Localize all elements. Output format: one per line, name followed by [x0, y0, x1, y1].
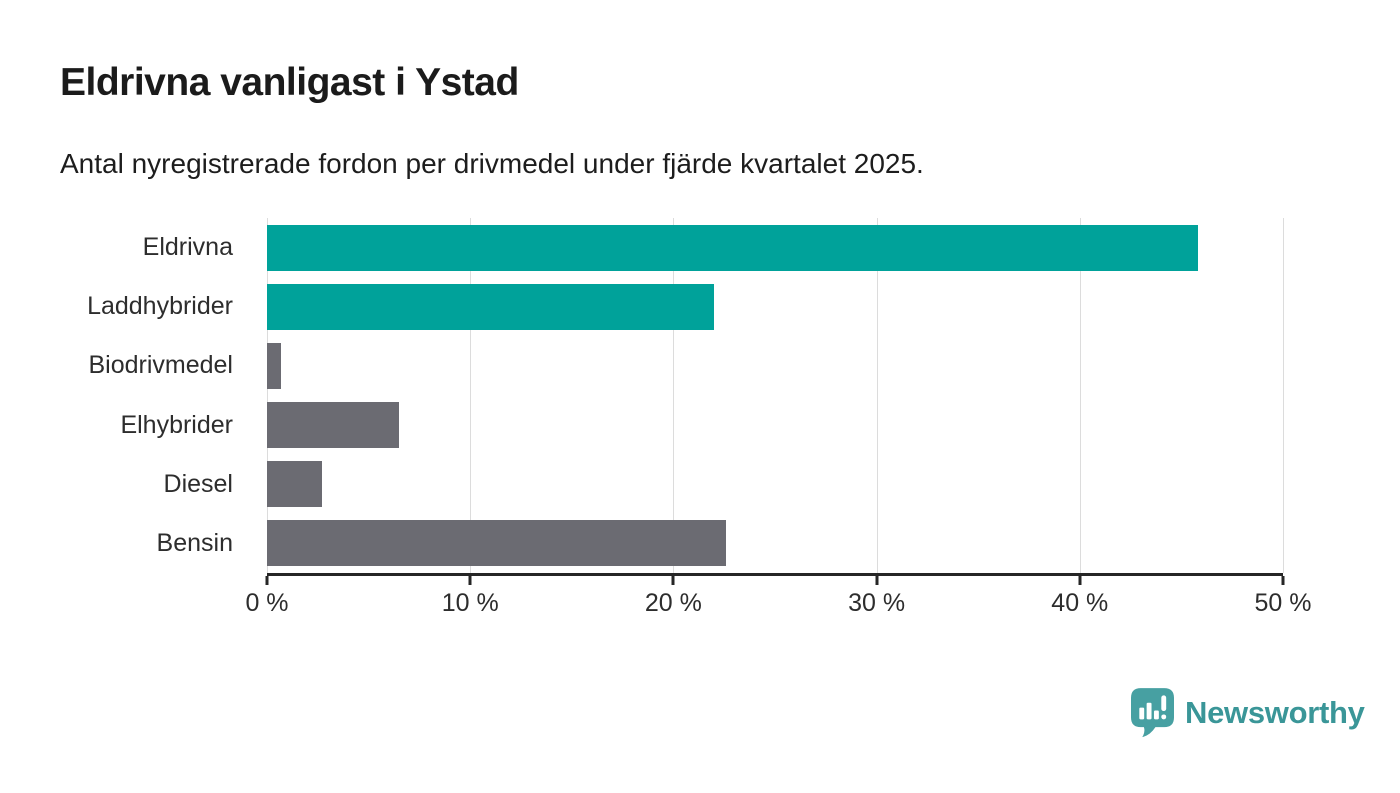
category-labels: Eldrivna Laddhybrider Biodrivmedel Elhybrid… [0, 218, 250, 573]
gridline-30 [876, 218, 878, 573]
logo-bar-1 [1139, 707, 1145, 720]
chart-subtitle: Antal nyregistrerade fordon per drivmede… [60, 148, 924, 179]
axis-tick-label-50: 50 % [1254, 589, 1312, 617]
plot-area [267, 218, 1284, 576]
x-axis: 0 % 10 % 20 % 30 % 40 % 50 % [245, 576, 1311, 626]
logo-exclamation-line [1161, 695, 1167, 712]
bar-biodrivmedel [267, 342, 282, 389]
axis-tick-label-0: 0 % [245, 589, 289, 617]
bar-diesel [267, 461, 322, 508]
logo-bar-2 [1146, 702, 1152, 720]
bar-laddhybrider [267, 283, 715, 330]
category-label-bensin: Bensin [156, 528, 233, 557]
bar-row-biodrivmedel [267, 336, 1283, 395]
bar-row-bensin [267, 514, 1283, 573]
brand-name: Newsworthy [1185, 695, 1365, 730]
axis-tick-50 [1281, 576, 1285, 585]
gridline-10 [470, 218, 472, 573]
logo-exclamation-dot [1161, 714, 1167, 720]
bar-row-diesel [267, 455, 1283, 514]
gridline-20 [673, 218, 675, 573]
axis-tick-40 [1078, 576, 1082, 585]
chart-title: Eldrivna vanligast i Ystad [60, 61, 519, 104]
bars-container [267, 218, 1283, 573]
category-label-laddhybrider: Laddhybrider [87, 292, 233, 321]
axis-tick-30 [875, 576, 879, 585]
axis-tick-0 [265, 576, 269, 585]
axis-tick-label-40: 40 % [1051, 589, 1109, 617]
bar-elhybrider [267, 402, 400, 449]
bar-bensin [267, 520, 727, 567]
brand-footer: Newsworthy [1131, 688, 1365, 738]
bar-row-laddhybrider [267, 277, 1283, 336]
bar-row-eldrivna [267, 218, 1283, 277]
logo-bar-3 [1153, 710, 1159, 720]
newsworthy-logo-icon [1131, 688, 1174, 738]
bar-row-elhybrider [267, 396, 1283, 455]
gridline-40 [1079, 218, 1081, 573]
axis-tick-label-10: 10 % [441, 589, 499, 617]
gridline-50 [1283, 218, 1284, 573]
axis-tick-label-30: 30 % [848, 589, 906, 617]
category-label-eldrivna: Eldrivna [142, 233, 233, 262]
category-label-biodrivmedel: Biodrivmedel [88, 351, 233, 380]
axis-tick-10 [468, 576, 472, 585]
bar-eldrivna [267, 224, 1198, 271]
axis-tick-20 [671, 576, 675, 585]
axis-tick-label-20: 20 % [644, 589, 702, 617]
gridline-0 [267, 218, 268, 573]
category-label-diesel: Diesel [163, 469, 233, 498]
category-label-elhybrider: Elhybrider [120, 410, 233, 439]
